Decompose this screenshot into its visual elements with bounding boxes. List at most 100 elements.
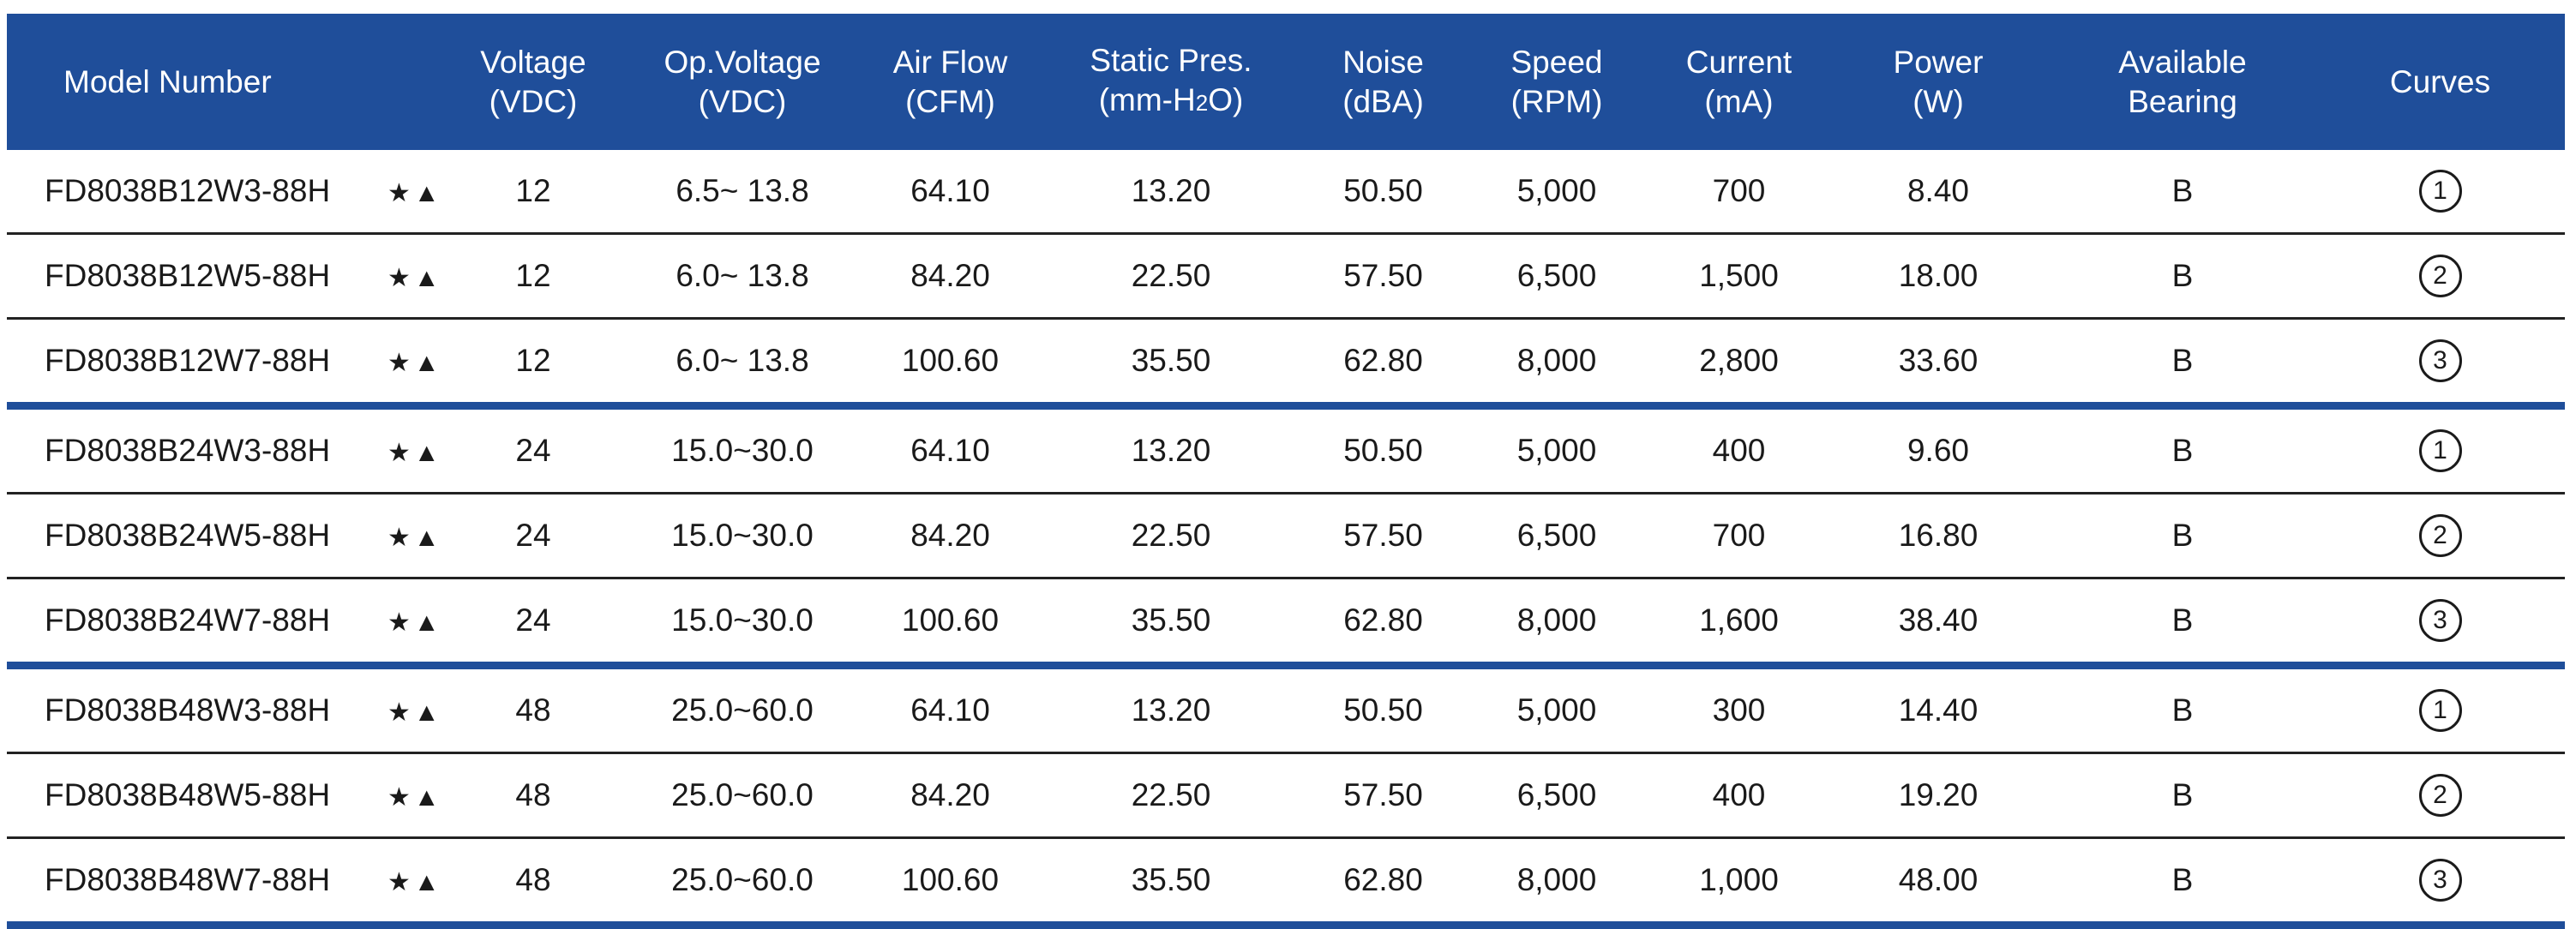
- cell-model: FD8038B48W7-88H ★▲: [7, 837, 444, 929]
- cell-current: 700: [1651, 493, 1827, 579]
- cell-power: 19.20: [1827, 752, 2050, 839]
- curve-number-badge: 1: [2418, 429, 2462, 472]
- cell-noise: 50.50: [1304, 405, 1462, 494]
- table-row: FD8038B24W5-88H ★▲ 24 15.0~30.0 84.20 22.50 57…: [7, 493, 2565, 579]
- cell-current: 1,500: [1651, 233, 1827, 320]
- curve-number-badge: 3: [2418, 859, 2462, 902]
- header-voltage: Voltage (VDC): [480, 44, 586, 119]
- cell-bearing: B: [2050, 665, 2315, 754]
- cell-op-voltage: 6.0~ 13.8: [622, 233, 862, 320]
- cell-voltage: 12: [444, 150, 622, 235]
- table-row: FD8038B24W7-88H ★▲ 24 15.0~30.0 100.60 35.50 6…: [7, 578, 2565, 669]
- cell-speed: 5,000: [1462, 405, 1651, 494]
- cell-curves: 3: [2315, 578, 2565, 669]
- header-op-voltage: Op.Voltage (VDC): [664, 44, 821, 119]
- cell-bearing: B: [2050, 493, 2315, 579]
- cell-current: 300: [1651, 665, 1827, 754]
- cell-static-pres: 13.20: [1038, 665, 1304, 754]
- curve-number-badge: 2: [2418, 774, 2462, 817]
- cell-voltage: 48: [444, 752, 622, 839]
- cell-op-voltage: 15.0~30.0: [622, 405, 862, 494]
- cell-model: FD8038B12W5-88H ★▲: [7, 233, 444, 320]
- cell-noise: 62.80: [1304, 578, 1462, 669]
- cell-power: 38.40: [1827, 578, 2050, 669]
- header-row: Model Number Voltage (VDC) Op.Voltage (VDC…: [7, 14, 2565, 150]
- cell-voltage: 24: [444, 405, 622, 494]
- table-row: FD8038B48W3-88H ★▲ 48 25.0~60.0 64.10 13.20 50…: [7, 665, 2565, 754]
- curve-number-badge: 1: [2418, 689, 2462, 732]
- model-number: FD8038B24W3-88H: [45, 433, 331, 468]
- model-number: FD8038B48W5-88H: [45, 777, 331, 812]
- cell-power: 16.80: [1827, 493, 2050, 579]
- cell-current: 700: [1651, 150, 1827, 235]
- cell-curves: 2: [2315, 752, 2565, 839]
- cell-speed: 5,000: [1462, 150, 1651, 235]
- cell-model: FD8038B12W7-88H ★▲: [7, 318, 444, 410]
- cell-bearing: B: [2050, 752, 2315, 839]
- star-triangle-marks: ★▲: [387, 783, 443, 812]
- cell-speed: 6,500: [1462, 233, 1651, 320]
- header-static-pres: Static Pres. (mm-H2O): [1090, 43, 1252, 117]
- cell-current: 1,000: [1651, 837, 1827, 929]
- cell-op-voltage: 25.0~60.0: [622, 752, 862, 839]
- spec-table-container: Model Number Voltage (VDC) Op.Voltage (VDC…: [7, 14, 2565, 929]
- cell-bearing: B: [2050, 233, 2315, 320]
- table-row: FD8038B12W7-88H ★▲ 12 6.0~ 13.8 100.60 35.50 6…: [7, 318, 2565, 410]
- cell-curves: 2: [2315, 493, 2565, 579]
- header-power: Power (W): [1893, 44, 1984, 119]
- cell-voltage: 24: [444, 493, 622, 579]
- header-current: Current (mA): [1685, 44, 1792, 119]
- cell-op-voltage: 15.0~30.0: [622, 493, 862, 579]
- cell-power: 9.60: [1827, 405, 2050, 494]
- cell-op-voltage: 6.5~ 13.8: [622, 150, 862, 235]
- cell-noise: 62.80: [1304, 837, 1462, 929]
- cell-static-pres: 22.50: [1038, 233, 1304, 320]
- header-airflow: Air Flow (CFM): [892, 44, 1008, 119]
- cell-model: FD8038B48W5-88H ★▲: [7, 752, 444, 839]
- cell-curves: 1: [2315, 665, 2565, 754]
- star-triangle-marks: ★▲: [387, 608, 443, 637]
- cell-airflow: 100.60: [862, 318, 1038, 410]
- header-noise: Noise (dBA): [1342, 44, 1424, 119]
- cell-airflow: 100.60: [862, 837, 1038, 929]
- cell-static-pres: 13.20: [1038, 405, 1304, 494]
- header-speed: Speed (RPM): [1510, 44, 1603, 119]
- cell-airflow: 84.20: [862, 493, 1038, 579]
- cell-curves: 2: [2315, 233, 2565, 320]
- cell-airflow: 64.10: [862, 665, 1038, 754]
- model-number: FD8038B12W3-88H: [45, 173, 331, 208]
- cell-model: FD8038B48W3-88H ★▲: [7, 665, 444, 754]
- cell-noise: 57.50: [1304, 233, 1462, 320]
- cell-curves: 1: [2315, 150, 2565, 235]
- cell-current: 400: [1651, 752, 1827, 839]
- cell-airflow: 64.10: [862, 150, 1038, 235]
- cell-power: 33.60: [1827, 318, 2050, 410]
- cell-static-pres: 35.50: [1038, 318, 1304, 410]
- cell-speed: 5,000: [1462, 665, 1651, 754]
- curve-number-badge: 3: [2418, 599, 2462, 642]
- cell-op-voltage: 25.0~60.0: [622, 665, 862, 754]
- curve-number-badge: 3: [2418, 339, 2462, 382]
- cell-speed: 6,500: [1462, 493, 1651, 579]
- cell-noise: 57.50: [1304, 752, 1462, 839]
- star-triangle-marks: ★▲: [387, 264, 443, 292]
- cell-voltage: 24: [444, 578, 622, 669]
- star-triangle-marks: ★▲: [387, 439, 443, 467]
- cell-noise: 57.50: [1304, 493, 1462, 579]
- table-row: FD8038B48W5-88H ★▲ 48 25.0~60.0 84.20 22.50 57…: [7, 752, 2565, 839]
- model-number: FD8038B24W7-88H: [45, 602, 331, 638]
- cell-current: 400: [1651, 405, 1827, 494]
- cell-static-pres: 13.20: [1038, 150, 1304, 235]
- cell-speed: 8,000: [1462, 837, 1651, 929]
- cell-op-voltage: 25.0~60.0: [622, 837, 862, 929]
- curve-number-badge: 1: [2418, 170, 2462, 213]
- cell-airflow: 84.20: [862, 752, 1038, 839]
- curve-number-badge: 2: [2418, 514, 2462, 557]
- cell-model: FD8038B24W3-88H ★▲: [7, 405, 444, 494]
- cell-noise: 50.50: [1304, 665, 1462, 754]
- model-number: FD8038B24W5-88H: [45, 518, 331, 553]
- star-triangle-marks: ★▲: [387, 868, 443, 896]
- cell-voltage: 12: [444, 233, 622, 320]
- cell-power: 14.40: [1827, 665, 2050, 754]
- cell-current: 2,800: [1651, 318, 1827, 410]
